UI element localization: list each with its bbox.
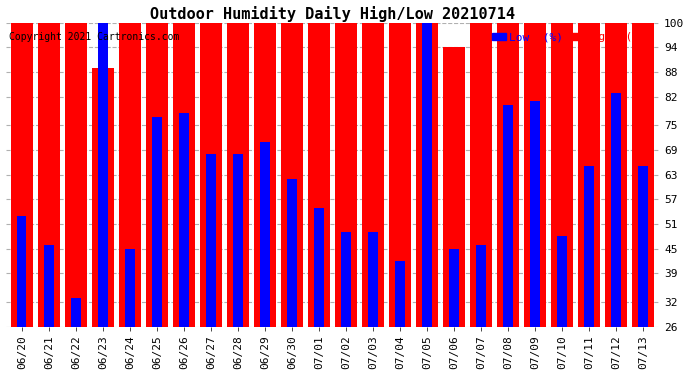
Bar [200,23,221,327]
Bar [335,23,357,327]
Bar [38,23,59,327]
Bar [179,113,188,327]
Text: Copyright 2021 Cartronics.com: Copyright 2021 Cartronics.com [9,32,179,42]
Bar [470,23,492,327]
Bar [443,47,465,327]
Bar [368,232,377,327]
Bar [71,298,81,327]
Bar [605,23,627,327]
Bar [558,236,566,327]
Bar [125,249,135,327]
Bar [449,249,459,327]
Bar [476,244,486,327]
Legend: Low  (%), High  (%): Low (%), High (%) [491,32,647,44]
Bar [524,23,546,327]
Bar [11,23,32,327]
Bar [173,23,195,327]
Bar [503,105,513,327]
Bar [342,232,351,327]
Bar [65,23,87,327]
Bar [152,117,161,327]
Bar [44,244,54,327]
Bar [92,68,114,327]
Bar [416,23,438,327]
Bar [308,23,330,327]
Bar [206,154,215,327]
Bar [551,23,573,327]
Bar [422,23,432,327]
Bar [281,23,303,327]
Bar [98,23,108,327]
Bar [611,93,621,327]
Bar [497,23,519,327]
Bar [227,23,248,327]
Bar [119,23,141,327]
Bar [578,23,600,327]
Bar [632,23,654,327]
Bar [314,207,324,327]
Bar [584,166,594,327]
Bar [233,154,243,327]
Title: Outdoor Humidity Daily High/Low 20210714: Outdoor Humidity Daily High/Low 20210714 [150,6,515,21]
Bar [362,23,384,327]
Bar [260,142,270,327]
Bar [638,166,648,327]
Bar [146,23,168,327]
Bar [254,23,276,327]
Bar [531,101,540,327]
Bar [395,261,405,327]
Bar [17,216,26,327]
Bar [287,179,297,327]
Bar [389,23,411,327]
